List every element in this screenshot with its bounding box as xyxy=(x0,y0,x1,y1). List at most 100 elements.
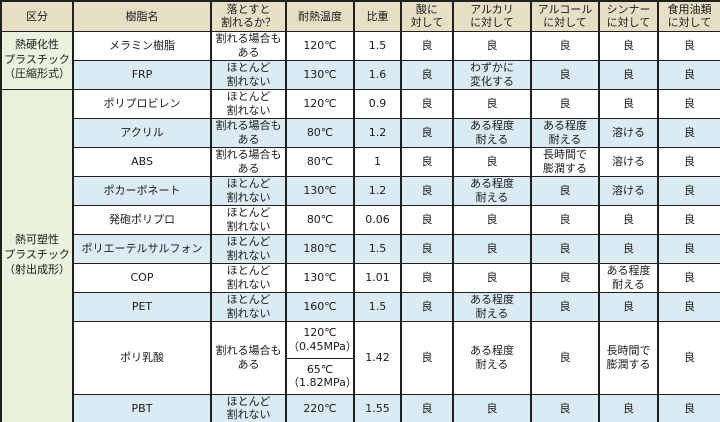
specific-gravity-cell: 0.06 xyxy=(353,204,402,235)
header-thinner: シンナー に対して xyxy=(598,0,659,32)
alkali-cell: ある程度 耐える xyxy=(452,291,532,322)
cooking-oil-cell: 良 xyxy=(657,30,720,61)
resin-name-cell: アクリル xyxy=(72,117,212,148)
thinner-cell: 良 xyxy=(598,233,659,264)
thinner-cell: 良 xyxy=(598,59,659,90)
table-row: 熱可塑性 プラスチック （射出成形） ポリプロビレン ほとんど 割れない 120℃ 0.… xyxy=(0,88,720,422)
header-heat-resistance: 耐熱温度 xyxy=(285,0,355,32)
table-header-row: 区分 樹脂名 落とすと 割れるか？ 耐熱温度 比重 酸に 対して アルカリ に対… xyxy=(0,0,720,32)
cooking-oil-cell: 良 xyxy=(657,146,720,177)
alcohol-cell: 良 xyxy=(530,291,600,322)
table-subrow: 65℃ （1.82MPa） xyxy=(1,357,720,395)
acid-cell: 良 xyxy=(400,30,454,61)
header-alcohol: アルコール に対して xyxy=(530,0,600,32)
specific-gravity-cell: 1.5 xyxy=(353,30,402,61)
table-row: FRP ほとんど 割れない 130℃ 1.6 良わずかに 変化する良良良 xyxy=(1,59,720,90)
heat-resistance-cell: 80℃ xyxy=(285,146,355,177)
specific-gravity-cell: 1.42 xyxy=(353,320,402,395)
cooking-oil-cell: 良 xyxy=(657,204,720,235)
acid-cell: 良 xyxy=(400,59,454,90)
drop-break-cell: ほとんど 割れない xyxy=(210,233,287,264)
alcohol-cell: 良 xyxy=(530,88,600,119)
cooking-oil-cell: 良 xyxy=(657,320,720,395)
specific-gravity-cell: 1.55 xyxy=(353,393,402,422)
table-row: COP ほとんど 割れない 130℃ 1.01 良良良ある程度 耐える良 xyxy=(1,262,720,293)
alkali-cell: ある程度 耐える xyxy=(452,117,532,148)
specific-gravity-cell: 1.5 xyxy=(353,233,402,264)
table-row: ABS 割れる場合も ある 80℃ 1 良良長時間で 膨潤する 溶ける良 xyxy=(1,146,720,177)
acid-cell: 良 xyxy=(400,262,454,293)
heat-resistance-cell: 130℃ xyxy=(285,262,355,293)
alkali-cell: わずかに 変化する xyxy=(452,59,532,90)
acid-cell: 良 xyxy=(400,291,454,322)
alcohol-cell: 良 xyxy=(530,320,600,395)
drop-break-cell: ほとんど 割れない xyxy=(210,291,287,322)
table-row: 発砲ポリプロ ほとんど 割れない 80℃ 0.06 良良良良良 xyxy=(1,204,720,235)
alcohol-cell: 長時間で 膨潤する xyxy=(530,146,600,177)
alkali-cell: 良 xyxy=(452,262,532,293)
alkali-cell: 良 xyxy=(452,233,532,264)
heat-resistance-cell: 80℃ xyxy=(285,204,355,235)
heat-resistance-cell: 130℃ xyxy=(285,59,355,90)
header-drop-break: 落とすと 割れるか？ xyxy=(210,0,287,32)
alcohol-cell: 良 xyxy=(530,204,600,235)
heat-resistance-cell: 180℃ xyxy=(285,233,355,264)
alcohol-cell: 良 xyxy=(530,262,600,293)
drop-break-cell: ほとんど 割れない xyxy=(210,88,287,119)
header-acid: 酸に 対して xyxy=(400,0,454,32)
category-cell: 熱可塑性 プラスチック （射出成形） xyxy=(0,88,74,422)
heat-resistance-cell: 130℃ xyxy=(285,175,355,206)
thinner-cell: 溶ける xyxy=(598,146,659,177)
specific-gravity-cell: 1.2 xyxy=(353,175,402,206)
drop-break-cell: 割れる場合も ある xyxy=(210,30,287,61)
header-alkali: アルカリ に対して xyxy=(452,0,532,32)
alcohol-cell: 良 xyxy=(530,393,600,422)
alcohol-cell: 良 xyxy=(530,175,600,206)
alcohol-cell: 良 xyxy=(530,30,600,61)
cooking-oil-cell: 良 xyxy=(657,291,720,322)
table-row: アクリル 割れる場合も ある 80℃ 1.2 良ある程度 耐える ある程度 耐える 溶ける良 xyxy=(1,117,720,148)
heat-resistance-cell: 65℃ （1.82MPa） xyxy=(285,357,355,395)
table-row: ポリエーテルサルフォン ほとんど 割れない 180℃ 1.5 良良良良良 xyxy=(1,233,720,264)
table-body: 熱硬化性 プラスチック （圧縮形式） メラミン樹脂 割れる場合も ある 120℃ 1.5… xyxy=(0,30,720,422)
table-header: 区分 樹脂名 落とすと 割れるか？ 耐熱温度 比重 酸に 対して アルカリ に対… xyxy=(0,0,720,32)
specific-gravity-cell: 1 xyxy=(353,146,402,177)
drop-break-cell: ほとんど 割れない xyxy=(210,262,287,293)
resin-name-cell: メラミン樹脂 xyxy=(72,30,212,61)
thinner-cell: 溶ける xyxy=(598,117,659,148)
acid-cell: 良 xyxy=(400,320,454,395)
table-row: 熱硬化性 プラスチック （圧縮形式） メラミン樹脂 割れる場合も ある 120℃ 1.5… xyxy=(0,30,720,90)
cooking-oil-cell: 良 xyxy=(657,117,720,148)
cooking-oil-cell: 良 xyxy=(657,175,720,206)
header-cooking-oil: 食用油類 に対して xyxy=(657,0,720,32)
header-resin-name: 樹脂名 xyxy=(72,0,212,32)
thinner-cell: 良 xyxy=(598,204,659,235)
drop-break-cell: 割れる場合も ある xyxy=(210,117,287,148)
thinner-cell: 良 xyxy=(598,291,659,322)
heat-resistance-cell: 220℃ xyxy=(285,393,355,422)
table-row: ポリ乳酸 割れる場合も ある 120℃ （0.45MPa） 1.42 良ある程度 耐える… xyxy=(1,320,720,395)
alkali-cell: 良 xyxy=(452,146,532,177)
resin-name-cell: PET xyxy=(72,291,212,322)
thinner-cell: 長時間で 膨潤する xyxy=(598,320,659,395)
specific-gravity-cell: 1.01 xyxy=(353,262,402,293)
specific-gravity-cell: 1.5 xyxy=(353,291,402,322)
cooking-oil-cell: 良 xyxy=(657,262,720,293)
alcohol-cell: ある程度 耐える xyxy=(530,117,600,148)
alkali-cell: ある程度 耐える xyxy=(452,175,532,206)
specific-gravity-cell: 1.6 xyxy=(353,59,402,90)
drop-break-cell: ほとんど 割れない xyxy=(210,393,287,422)
acid-cell: 良 xyxy=(400,393,454,422)
thinner-cell: ある程度 耐える xyxy=(598,262,659,293)
drop-break-cell: ほとんど 割れない xyxy=(210,59,287,90)
table-row: ポカーボネート ほとんど 割れない 130℃ 1.2 良ある程度 耐える良溶ける良 xyxy=(1,175,720,206)
resin-name-cell: PBT xyxy=(72,393,212,422)
acid-cell: 良 xyxy=(400,233,454,264)
cooking-oil-cell: 良 xyxy=(657,393,720,422)
category-cell: 熱硬化性 プラスチック （圧縮形式） xyxy=(0,30,74,90)
alkali-cell: 良 xyxy=(452,204,532,235)
alcohol-cell: 良 xyxy=(530,59,600,90)
thinner-cell: 良 xyxy=(598,393,659,422)
header-specific-gravity: 比重 xyxy=(353,0,402,32)
